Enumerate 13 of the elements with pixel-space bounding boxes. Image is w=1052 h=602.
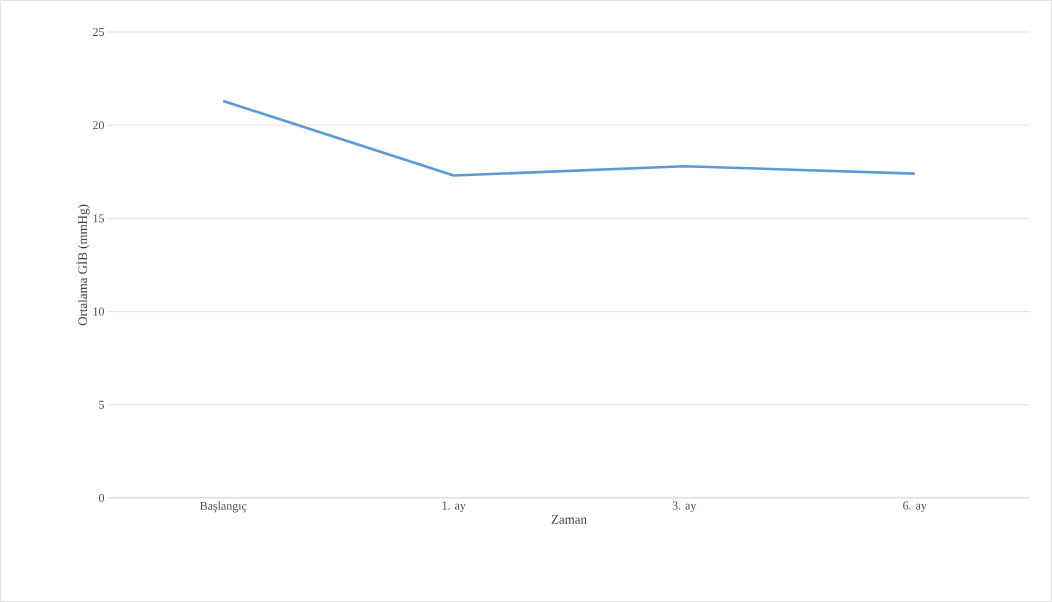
x-tick-label: Başlangıç — [200, 501, 247, 513]
x-tick-label: 1. ay — [442, 501, 466, 512]
y-tick-label: 25 — [93, 27, 105, 36]
line-series — [221, 99, 917, 177]
x-tick-label: 3. ay — [672, 501, 697, 513]
y-tick-label: 0 — [98, 493, 105, 503]
y-tick-label: 20 — [93, 121, 105, 130]
x-axis-title: Zaman — [551, 515, 587, 524]
y-axis-title: Ortalama GİB (mmHg) — [76, 204, 90, 326]
y-tick-label: 15 — [93, 214, 105, 223]
y-tick-label: 5 — [99, 400, 105, 409]
x-tick-label: 6. ay — [903, 501, 927, 513]
y-tick-label: 10 — [93, 307, 105, 316]
